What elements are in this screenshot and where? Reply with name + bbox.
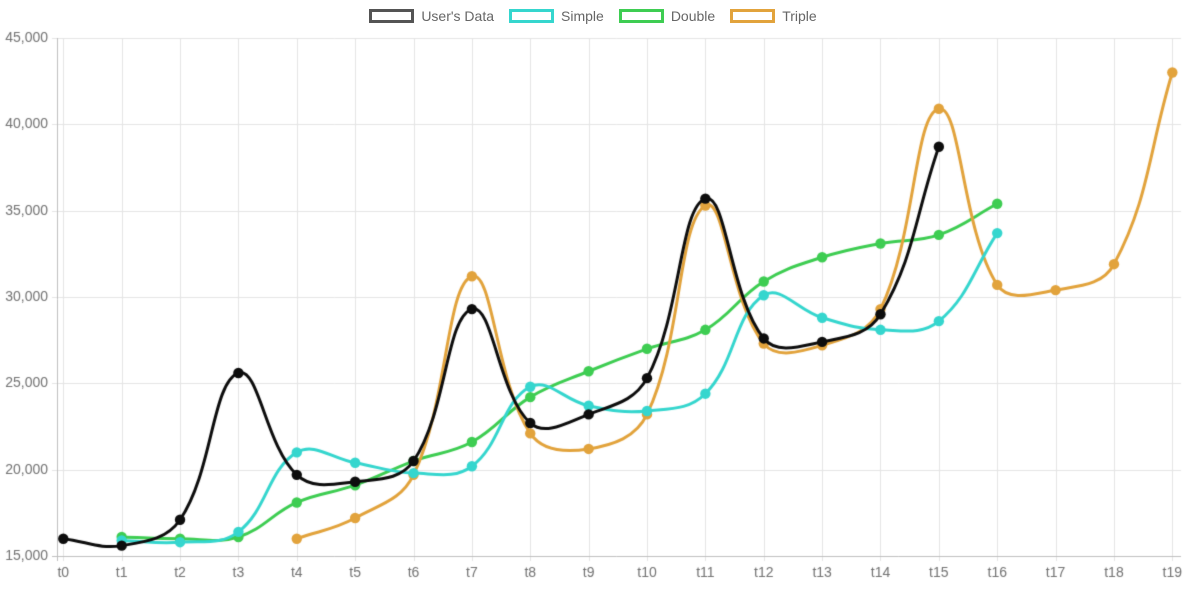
legend-swatch-simple [509,9,555,23]
legend-item-users-data[interactable]: User's Data [369,8,494,24]
legend-label-double: Double [670,8,716,24]
chart-legend: User's Data Simple Double Triple [0,8,1186,24]
legend-swatch-double [618,9,664,23]
legend-label-triple: Triple [782,8,817,24]
legend-label-users-data: User's Data [421,8,495,24]
legend-item-triple[interactable]: Triple [730,8,817,24]
legend-swatch-triple [730,9,776,23]
legend-item-double[interactable]: Double [618,8,716,24]
legend-swatch-users-data [369,9,415,23]
legend-item-simple[interactable]: Simple [509,8,604,24]
legend-label-simple: Simple [561,8,604,24]
